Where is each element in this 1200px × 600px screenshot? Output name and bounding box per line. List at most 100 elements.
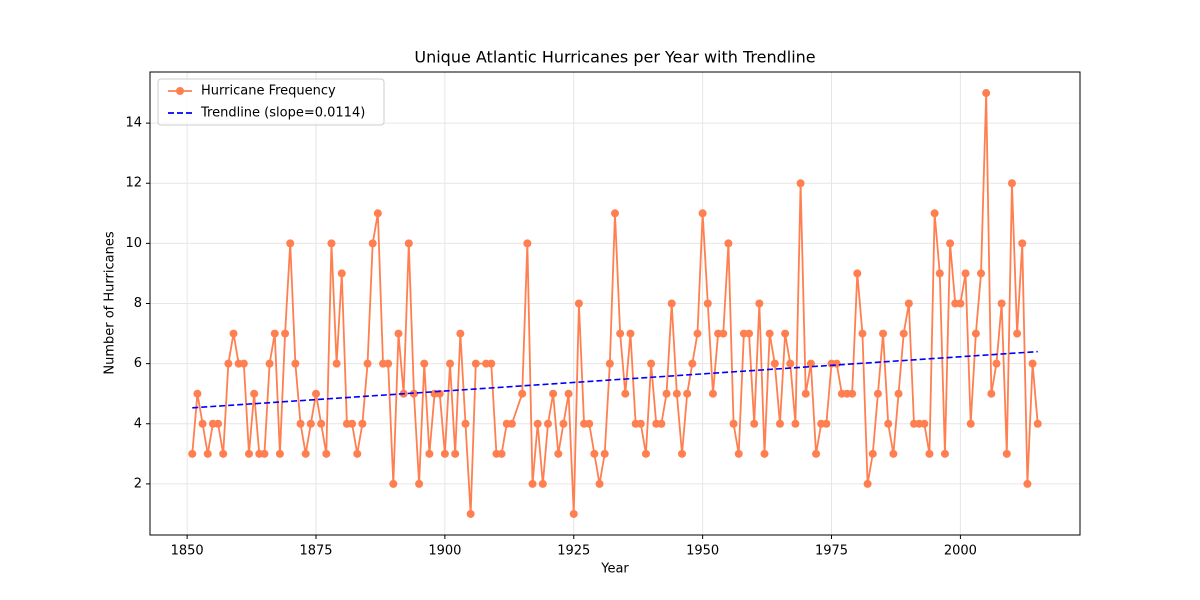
data-point	[641, 449, 650, 458]
data-point	[812, 449, 821, 458]
data-point	[275, 449, 284, 458]
data-point	[806, 359, 815, 368]
data-point	[425, 449, 434, 458]
data-point	[966, 419, 975, 428]
data-point	[858, 329, 867, 338]
data-point	[250, 389, 259, 398]
y-axis-label: Number of Hurricanes	[103, 231, 118, 374]
data-point	[611, 209, 619, 218]
data-point	[863, 479, 872, 488]
data-point	[647, 359, 656, 368]
data-point	[636, 419, 645, 428]
data-point	[693, 329, 702, 338]
data-point	[327, 239, 336, 248]
data-point	[729, 419, 738, 428]
x-tick-label: 1925	[557, 544, 590, 559]
data-point	[368, 239, 377, 248]
data-point	[389, 479, 398, 488]
data-point	[884, 419, 893, 428]
data-point	[734, 449, 743, 458]
data-point	[796, 179, 805, 188]
data-point	[719, 329, 728, 338]
data-point	[590, 449, 599, 458]
data-point	[1002, 449, 1011, 458]
data-point	[775, 419, 784, 428]
data-point	[518, 389, 527, 398]
data-point	[708, 389, 717, 398]
data-point	[987, 389, 996, 398]
data-point	[791, 419, 800, 428]
x-axis-label: Year	[600, 562, 629, 577]
data-point	[1033, 419, 1042, 428]
data-point	[384, 359, 393, 368]
data-point	[296, 419, 305, 428]
y-tick-label: 14	[125, 116, 142, 131]
data-point	[745, 329, 754, 338]
data-point	[600, 449, 609, 458]
data-point	[394, 329, 403, 338]
data-point	[373, 209, 382, 218]
data-point	[822, 419, 831, 428]
data-point	[698, 209, 707, 218]
data-point	[889, 449, 898, 458]
data-point	[559, 419, 568, 428]
data-point	[956, 299, 965, 308]
data-point	[507, 419, 516, 428]
data-point	[497, 449, 506, 458]
data-point	[528, 479, 537, 488]
data-point	[832, 359, 841, 368]
data-point	[193, 389, 202, 398]
data-point	[750, 419, 759, 428]
data-point	[672, 389, 681, 398]
data-point	[930, 209, 939, 218]
data-point	[621, 389, 630, 398]
data-point	[569, 509, 578, 518]
data-point	[456, 329, 465, 338]
data-point	[657, 419, 666, 428]
data-point	[662, 389, 671, 398]
y-tick-label: 8	[134, 296, 142, 311]
data-point	[585, 419, 594, 428]
data-point	[848, 389, 857, 398]
data-point	[301, 449, 310, 458]
data-point	[786, 359, 795, 368]
data-point	[765, 329, 774, 338]
data-point	[332, 359, 341, 368]
data-point	[219, 449, 228, 458]
data-point	[446, 359, 455, 368]
chart-title: Unique Atlantic Hurricanes per Year with…	[414, 48, 815, 67]
data-point	[322, 449, 331, 458]
data-point	[244, 449, 253, 458]
data-point	[868, 449, 877, 458]
data-point	[270, 329, 279, 338]
data-point	[667, 299, 676, 308]
data-point	[523, 239, 532, 248]
data-point	[337, 269, 346, 278]
data-point	[760, 449, 769, 458]
data-point	[404, 239, 413, 248]
data-point	[260, 449, 269, 458]
data-point	[703, 299, 712, 308]
data-point	[487, 359, 496, 368]
series-line	[192, 350, 1038, 409]
data-point	[997, 299, 1006, 308]
data-point	[214, 419, 223, 428]
data-point	[348, 419, 357, 428]
data-point	[1023, 479, 1032, 488]
data-point	[688, 359, 697, 368]
data-point	[317, 419, 326, 428]
data-point	[281, 329, 290, 338]
data-point	[755, 299, 764, 308]
legend-label: Trendline (slope=0.0114)	[200, 106, 365, 121]
data-point	[940, 449, 949, 458]
data-point	[363, 359, 372, 368]
data-point	[466, 509, 475, 518]
data-point	[920, 419, 929, 428]
data-point	[595, 479, 604, 488]
data-point	[224, 359, 233, 368]
x-tick-label: 1975	[815, 544, 848, 559]
data-point	[440, 449, 449, 458]
legend-box	[157, 78, 385, 126]
data-point	[549, 389, 558, 398]
